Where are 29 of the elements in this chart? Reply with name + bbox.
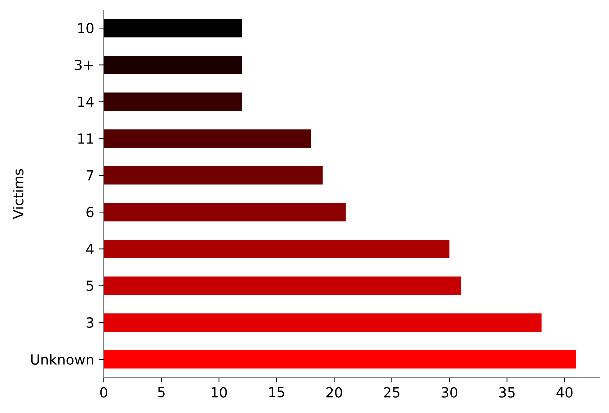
bar (104, 203, 346, 222)
bar (104, 166, 323, 185)
bar (104, 56, 242, 74)
bar (104, 314, 542, 332)
bar (104, 240, 450, 258)
y-tick-label: Unknown (31, 354, 94, 365)
y-tick-label: 10 (78, 23, 94, 34)
x-tick-label: 40 (556, 387, 573, 398)
y-tick-label: 7 (86, 170, 94, 181)
x-tick-label: 0 (100, 387, 108, 398)
x-tick-label: 5 (158, 387, 165, 398)
y-tick-label: 6 (86, 207, 94, 218)
y-tick-label: 11 (78, 134, 94, 144)
bar (104, 350, 576, 369)
x-tick-label: 15 (270, 387, 284, 398)
y-tick-label: 3+ (75, 60, 94, 70)
x-tick-label: 25 (384, 387, 400, 398)
bar (104, 276, 462, 296)
x-tick-label: 30 (442, 387, 458, 398)
bar (104, 92, 242, 112)
x-tick-label: 20 (326, 387, 342, 398)
y-tick-label: 5 (86, 280, 94, 292)
y-tick-label: 14 (78, 96, 94, 108)
y-axis-title: Victims (13, 169, 24, 220)
y-tick-label: 3 (86, 318, 94, 328)
y-tick-label: 4 (86, 244, 94, 254)
x-tick-label: 35 (500, 387, 515, 398)
bar (104, 130, 312, 148)
x-tick-label: 10 (212, 387, 228, 398)
